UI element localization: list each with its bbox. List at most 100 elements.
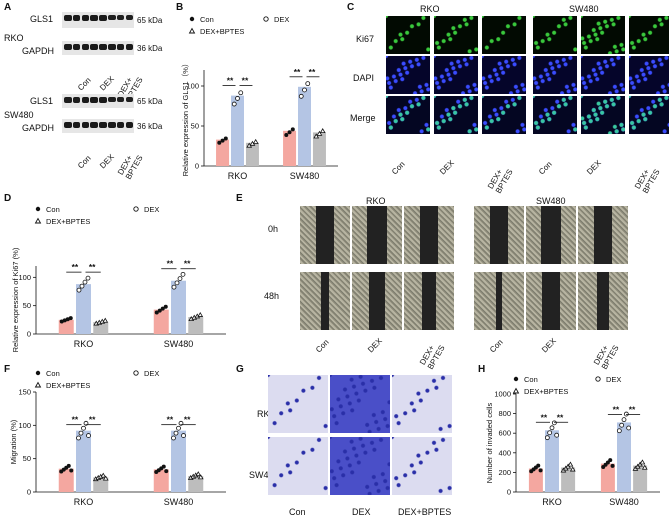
transwell-col-dex: DEX [352,507,371,517]
gls1-blot-sw480 [62,94,134,108]
data-point [161,464,166,469]
kda36-label-sw480: 36 kDa [137,122,163,131]
blot-band [90,15,98,21]
legend-marker [34,217,42,224]
x-category-label: RKO [542,497,562,507]
data-point [171,435,176,441]
wound-image-tile [526,272,576,330]
if-image-tile [629,56,669,94]
y-tick-label: 50 [23,454,31,463]
data-point [621,417,627,423]
blot-band [108,122,116,128]
legend-label: DEX [144,205,159,214]
data-point [76,287,82,293]
data-point [547,430,553,436]
bar [528,468,543,492]
data-point [238,90,244,96]
data-point [78,430,84,436]
if-col-label: Con [390,159,407,177]
wound-col-label: Con [314,337,331,355]
panel-label-e: E [236,193,243,204]
legend-marker [35,206,41,212]
y-tick-label: 200 [498,468,511,477]
y-axis-label: Relative expression of GLS1（%） [181,60,190,177]
if-image-tile [434,96,478,134]
blot-band [116,15,125,21]
data-point [68,316,73,321]
data-point [616,428,622,434]
sig-label: ** [541,412,548,422]
data-point [538,468,543,473]
data-point [181,433,186,438]
bar [188,317,204,334]
blot-band [90,44,98,50]
data-point [171,284,177,290]
y-tick-label: 150 [18,388,31,397]
bar [188,476,204,492]
data-point [313,133,320,139]
blot-band [81,97,90,103]
data-point [102,317,109,323]
if-image-tile [386,96,430,134]
transwell-col-bptes: DEX+BPTES [398,507,452,517]
data-point [66,463,71,468]
blot-band [108,44,116,50]
y-axis-label: Relative expression of Ki67 (%) [11,247,20,352]
data-point [639,459,646,465]
blot-band [64,44,72,50]
if-image-tile [533,16,577,54]
legend-label: DEX+BPTES [524,387,568,396]
sig-label: ** [629,404,636,414]
blot-col-dex-sw480: DEX [98,152,116,171]
sig-label: ** [167,415,174,425]
data-point [177,276,183,282]
wound-col-label: DEX+ BPTES [592,343,621,371]
blot-band [90,122,98,128]
data-point [231,101,237,107]
legend-label: DEX+BPTES [200,27,244,36]
bar [216,139,230,166]
data-point [176,425,181,431]
blot-band [125,97,134,103]
data-point [290,127,295,132]
bar [617,422,631,492]
transwell-row-sw480: SW480 [249,470,279,480]
if-image-tile [629,96,669,134]
data-point [220,138,225,143]
blot-band [116,97,125,103]
data-point [319,128,326,134]
blot-band [116,122,125,128]
data-point [554,432,560,438]
wound-col-label: DEX [366,336,384,355]
wound-image-tile [474,272,524,330]
if-col-label: DEX [438,158,456,177]
if-image-tile [629,16,669,54]
transwell-image-tile [268,375,328,433]
if-image-tile [482,96,526,134]
wound-image-tile [404,206,454,264]
if-image-tile [581,56,625,94]
data-point [160,306,165,311]
blot-col-con-sw480: Con [76,153,93,171]
blot-band [64,15,72,21]
wound-image-tile [352,272,402,330]
gapdh-label-sw480: GAPDH [22,123,55,133]
wound-row-0h: 0h [268,224,279,234]
panel-label-a: A [4,2,12,13]
data-point [217,140,222,145]
if-image-tile [533,96,577,134]
if-col-label: DEX+ BPTES [633,167,662,195]
if-image-tile [482,56,526,94]
y-tick-label: 0 [507,488,511,497]
sig-label: ** [184,415,191,425]
transwell-image-tile [268,437,328,495]
if-image-tile [482,16,526,54]
x-category-label: SW480 [290,171,320,181]
y-tick-label: 100 [18,421,31,430]
sig-label: ** [309,67,316,77]
y-tick-label: 400 [498,448,511,457]
if-col-label: Con [537,159,554,177]
